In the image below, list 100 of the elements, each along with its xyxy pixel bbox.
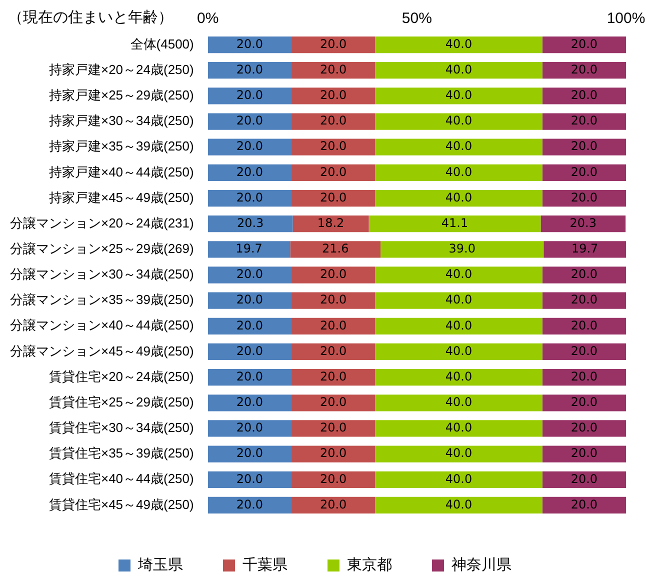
bar <box>542 62 626 79</box>
bar <box>208 420 292 437</box>
data-label: 40.0 <box>445 318 472 332</box>
bar <box>208 164 292 181</box>
y-tick-label: 分譲マンション×35～39歳(250) <box>10 292 194 308</box>
data-label: 20.0 <box>236 139 264 154</box>
bar <box>375 318 542 334</box>
bar <box>291 446 376 462</box>
data-label: 20.0 <box>570 36 598 51</box>
y-tick-label: 分譲マンション×30～34歳(250) <box>10 266 194 282</box>
data-label: 18.2 <box>317 216 344 230</box>
data-label: 20.0 <box>320 497 347 512</box>
data-label: 20.0 <box>320 62 347 76</box>
bar <box>291 36 376 54</box>
bar <box>375 496 542 514</box>
bar <box>375 113 542 130</box>
bar <box>375 36 542 54</box>
y-tick-label: 持家戸建×30～34歳(250) <box>48 113 194 128</box>
bar <box>208 343 292 360</box>
bar <box>542 292 626 309</box>
bar <box>208 471 292 488</box>
bar <box>291 190 376 207</box>
bar <box>208 62 292 79</box>
bar <box>292 216 369 232</box>
bar <box>208 292 292 309</box>
data-label: 40.0 <box>445 446 472 460</box>
legend-label: 千葉県 <box>242 556 288 574</box>
data-label: 20.0 <box>320 114 347 128</box>
data-label: 20.0 <box>570 420 598 435</box>
data-label: 40.0 <box>445 164 472 179</box>
bar <box>291 420 376 437</box>
bar <box>208 394 292 412</box>
data-label: 20.0 <box>320 420 347 435</box>
bar <box>375 190 542 207</box>
y-tick-label: 分譲マンション×25～29歳(269) <box>10 241 194 256</box>
data-label: 40.0 <box>445 114 472 128</box>
y-tick-label: 持家戸建×45～49歳(250) <box>48 190 194 205</box>
bar <box>542 266 626 284</box>
bar <box>375 164 542 181</box>
bar <box>291 164 376 181</box>
data-label: 20.0 <box>570 497 598 512</box>
bar <box>375 369 542 386</box>
data-label: 20.0 <box>320 318 347 332</box>
y-tick-label: 賃貸住宅×35～39歳(250) <box>48 446 194 461</box>
bar <box>291 496 376 514</box>
data-label: 20.0 <box>570 267 598 282</box>
data-label: 40.0 <box>445 139 472 154</box>
data-label: 20.0 <box>236 369 264 384</box>
data-label: 19.7 <box>571 242 598 256</box>
data-label: 40.0 <box>445 36 472 51</box>
bar <box>375 343 542 360</box>
y-tick-label: 全体(4500) <box>130 36 194 52</box>
bar <box>375 446 542 462</box>
y-tick-label: 分譲マンション×45～49歳(250) <box>10 343 194 358</box>
bar <box>542 113 626 130</box>
bar <box>368 216 541 232</box>
bar <box>380 241 544 258</box>
bar <box>542 471 626 488</box>
y-tick-label: 持家戸建×40～44歳(250) <box>48 164 194 180</box>
bar <box>542 164 626 181</box>
data-label: 40.0 <box>445 190 472 204</box>
bar <box>542 446 626 462</box>
legend-label: 東京都 <box>347 556 392 574</box>
bar <box>208 446 292 462</box>
data-label: 20.0 <box>236 472 264 486</box>
data-label: 20.0 <box>236 190 264 204</box>
data-label: 40.0 <box>445 369 472 384</box>
data-label: 20.3 <box>570 216 596 230</box>
bar <box>542 88 626 104</box>
data-label: 40.0 <box>445 395 472 410</box>
bar <box>542 343 626 360</box>
bar <box>208 190 292 207</box>
bar <box>208 369 292 386</box>
x-tick-label: 50% <box>402 10 432 28</box>
bar <box>208 36 292 54</box>
bar <box>375 471 542 488</box>
bar <box>208 138 292 156</box>
bar <box>540 216 626 232</box>
x-tick-label: 0% <box>197 10 219 28</box>
y-tick-label: 賃貸住宅×40～44歳(250) <box>48 471 194 486</box>
data-label: 40.0 <box>445 88 472 102</box>
chart-title: （現在の住まいと年齢） <box>8 8 173 27</box>
data-label: 40.0 <box>445 472 472 486</box>
data-label: 20.0 <box>570 114 598 128</box>
bar <box>542 394 626 412</box>
bar <box>291 471 376 488</box>
data-label: 20.0 <box>236 318 264 332</box>
bar <box>291 62 376 79</box>
data-label: 20.0 <box>236 395 264 410</box>
bar <box>291 88 376 104</box>
data-label: 20.0 <box>236 344 264 358</box>
data-label: 20.0 <box>570 292 598 307</box>
bar <box>208 216 293 232</box>
data-label: 20.0 <box>236 62 264 76</box>
bar <box>375 266 542 284</box>
bar <box>291 343 376 360</box>
data-label: 20.0 <box>320 344 347 358</box>
data-label: 20.0 <box>320 292 347 307</box>
data-label: 20.0 <box>570 472 598 486</box>
y-tick-label: 持家戸建×20～24歳(250) <box>48 62 194 77</box>
